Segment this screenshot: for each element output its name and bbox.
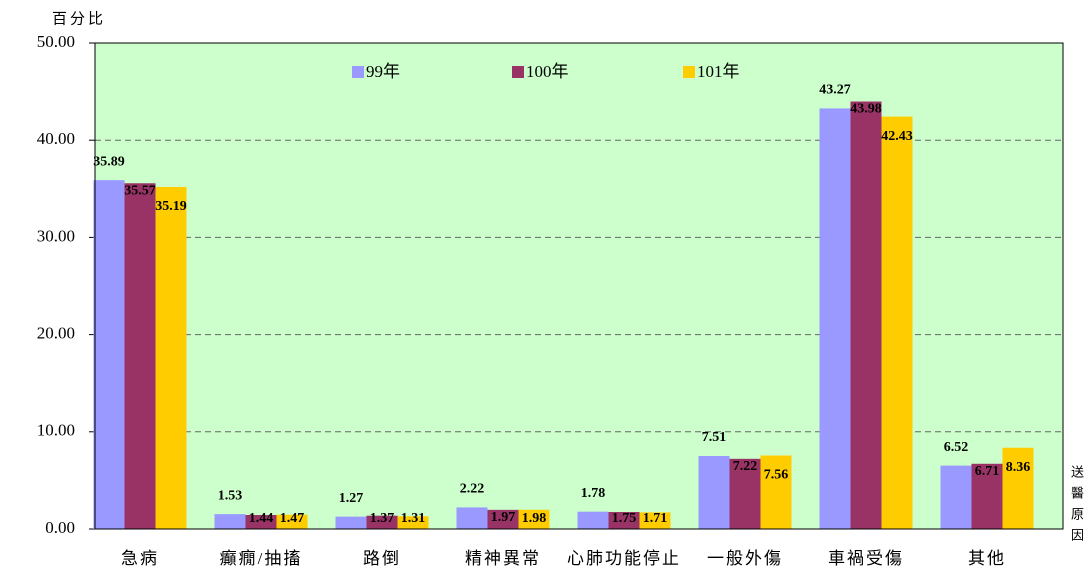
bar (577, 511, 609, 529)
value-label: 6.71 (975, 464, 1000, 479)
legend-swatch (512, 66, 524, 78)
bar (940, 465, 972, 529)
bar (487, 509, 519, 529)
bar (276, 514, 308, 529)
value-label: 42.43 (881, 129, 913, 144)
bar (698, 456, 730, 529)
bar (397, 516, 429, 529)
value-label: 1.31 (401, 511, 426, 526)
y-tick-label: 20.00 (37, 324, 75, 343)
x-axis-label: 送醫原因 (1069, 465, 1084, 549)
plot-area (94, 42, 1064, 530)
y-tick-label: 50.00 (37, 32, 75, 51)
value-label: 1.75 (612, 511, 637, 526)
x-tick-label: 急病 (121, 549, 159, 568)
bar (729, 458, 761, 529)
value-label: 1.53 (218, 488, 243, 503)
y-tick-label: 10.00 (37, 421, 75, 440)
value-label: 1.27 (339, 491, 364, 506)
bar (819, 108, 851, 530)
legend-label: 101年 (697, 62, 740, 81)
bar (245, 515, 277, 529)
value-label: 7.51 (702, 430, 727, 445)
legend-label: 99年 (366, 62, 400, 81)
value-label: 1.44 (249, 511, 274, 526)
x-tick-label: 一般外傷 (707, 549, 783, 568)
bar (335, 516, 367, 529)
value-label: 1.37 (370, 511, 395, 526)
bar (1002, 447, 1034, 529)
value-label: 35.57 (124, 183, 156, 198)
y-tick-label: 40.00 (37, 129, 75, 148)
value-label: 7.56 (764, 468, 789, 483)
value-label: 1.97 (491, 510, 516, 525)
bar (971, 463, 1003, 529)
value-label: 43.98 (850, 102, 882, 117)
bar (608, 511, 640, 529)
bar (639, 512, 671, 529)
x-tick-label: 路倒 (363, 549, 401, 568)
value-label: 1.71 (643, 511, 668, 526)
x-tick-label: 車禍受傷 (828, 549, 904, 568)
bar (456, 507, 488, 529)
value-label: 1.47 (280, 511, 305, 526)
x-tick-label: 癲癇/抽搐 (220, 549, 303, 568)
bar (155, 186, 187, 530)
x-tick-label: 心肺功能停止 (567, 549, 681, 568)
value-label: 2.22 (460, 482, 485, 497)
value-label: 1.98 (522, 511, 547, 526)
bar (124, 183, 156, 530)
value-label: 35.89 (93, 154, 125, 169)
value-label: 35.19 (155, 199, 187, 214)
bar (850, 101, 882, 529)
y-tick-label: 30.00 (37, 226, 75, 245)
legend-swatch (352, 66, 364, 78)
x-tick-label: 其他 (968, 549, 1006, 568)
y-tick-label: 0.00 (45, 518, 75, 537)
value-label: 1.78 (581, 486, 606, 501)
legend-label: 100年 (526, 62, 569, 81)
legend-swatch (683, 66, 695, 78)
bar (93, 180, 125, 529)
y-axis-label: 百分比 (52, 10, 106, 27)
value-label: 43.27 (819, 83, 851, 98)
bar (518, 509, 550, 529)
value-label: 7.22 (733, 459, 758, 474)
bar (214, 514, 246, 529)
value-label: 6.52 (944, 440, 969, 455)
value-label: 8.36 (1006, 460, 1031, 475)
bar (760, 455, 792, 529)
x-tick-label: 精神異常 (465, 549, 541, 568)
bar (366, 515, 398, 529)
bar (881, 116, 913, 530)
